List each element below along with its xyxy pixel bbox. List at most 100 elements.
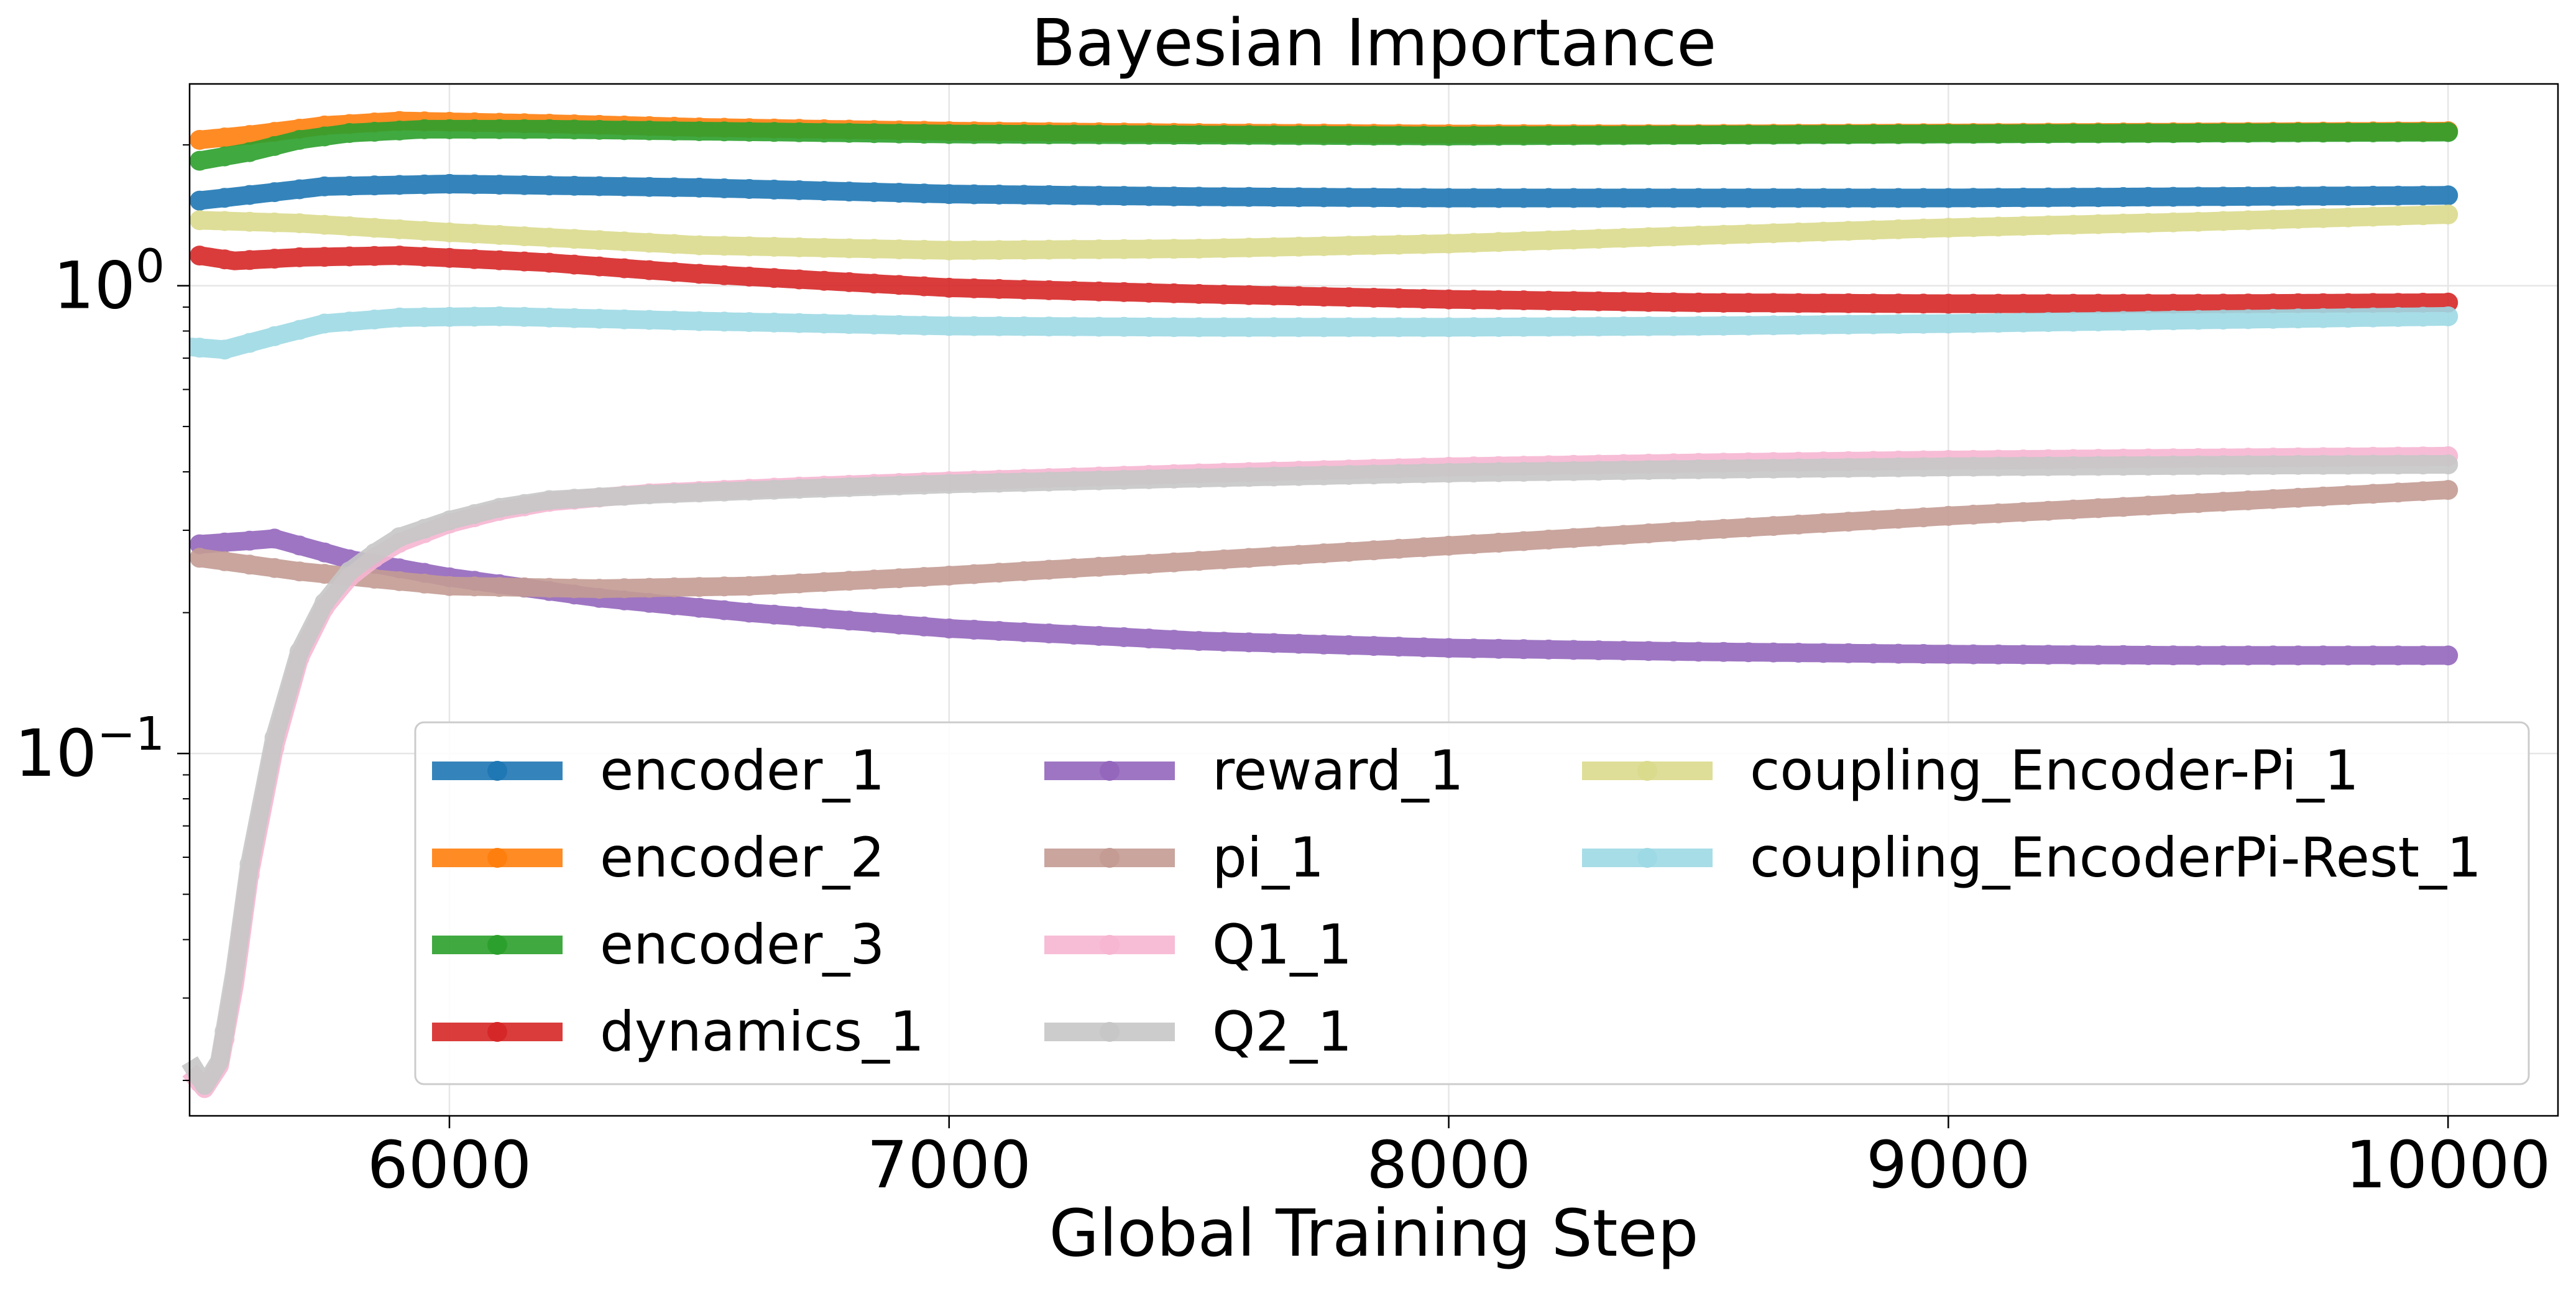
data-point <box>2188 211 2209 232</box>
data-point <box>1913 507 1934 528</box>
data-point <box>1164 468 1184 489</box>
data-point <box>2263 209 2283 230</box>
legend-marker <box>487 848 507 868</box>
data-point <box>1813 513 1834 533</box>
data-point <box>2213 211 2233 231</box>
data-point <box>239 854 260 875</box>
data-point <box>739 267 760 287</box>
data-point <box>464 223 485 244</box>
data-point <box>789 180 809 200</box>
data-point <box>2188 123 2209 143</box>
data-point <box>190 150 210 171</box>
data-point <box>2113 311 2133 331</box>
data-point <box>1313 287 1334 307</box>
data-point <box>1289 286 1309 306</box>
data-point <box>1064 471 1084 491</box>
data-point <box>264 212 285 232</box>
data-point <box>1364 235 1384 255</box>
data-point <box>814 122 834 143</box>
data-point <box>2163 293 2184 314</box>
data-point <box>2038 456 2059 476</box>
data-point <box>439 306 459 327</box>
data-point <box>2213 293 2233 314</box>
data-point <box>1414 537 1434 558</box>
data-point <box>1313 317 1334 338</box>
data-point <box>589 487 610 507</box>
data-point <box>264 727 285 748</box>
data-point <box>1738 315 1759 336</box>
data-point <box>1313 465 1334 485</box>
data-point <box>1639 188 1659 208</box>
data-point <box>1364 540 1384 561</box>
data-point <box>1764 124 1783 145</box>
data-point <box>1239 285 1259 305</box>
data-point <box>1713 316 1734 336</box>
data-point <box>2063 123 2084 144</box>
data-point <box>1189 239 1209 259</box>
legend-marker <box>1100 935 1120 955</box>
data-point <box>1713 188 1734 208</box>
series-layer <box>182 111 2459 1098</box>
data-point <box>239 125 260 145</box>
legend-marker <box>487 1022 507 1042</box>
data-point <box>764 180 784 200</box>
data-point <box>1838 643 1859 663</box>
data-point <box>364 569 385 589</box>
data-point <box>2363 307 2383 328</box>
data-point <box>2338 186 2358 206</box>
data-point <box>315 247 334 267</box>
data-point <box>1813 293 1834 313</box>
data-point <box>664 177 684 198</box>
data-point <box>2038 312 2059 333</box>
data-point <box>1264 317 1284 338</box>
data-point <box>1688 642 1709 662</box>
data-point <box>1688 316 1709 336</box>
data-point <box>190 338 210 358</box>
data-point <box>789 479 809 499</box>
data-point <box>1139 469 1159 489</box>
data-point <box>1064 625 1084 645</box>
data-point <box>315 126 334 147</box>
data-point <box>589 256 610 277</box>
data-point <box>1364 464 1384 485</box>
data-point <box>1663 316 1684 336</box>
data-point <box>764 237 784 257</box>
data-point <box>1639 523 1659 543</box>
data-point <box>1888 643 1908 664</box>
data-point <box>739 312 760 333</box>
data-point <box>664 483 684 504</box>
data-point <box>764 122 784 142</box>
data-point <box>1213 317 1234 338</box>
data-point <box>1764 223 1783 244</box>
data-point <box>214 551 235 571</box>
data-point <box>1438 188 1459 208</box>
data-point <box>989 278 1010 299</box>
data-point <box>1114 239 1134 259</box>
data-point <box>1239 548 1259 568</box>
data-point <box>2213 455 2233 476</box>
data-point <box>1488 290 1509 310</box>
data-point <box>289 130 310 150</box>
data-point <box>315 592 334 613</box>
data-point <box>239 554 260 575</box>
data-point <box>1338 287 1359 308</box>
data-point <box>2188 310 2209 330</box>
data-point <box>2338 293 2358 313</box>
data-point <box>2363 122 2383 142</box>
data-point <box>1289 236 1309 257</box>
data-point <box>1463 534 1484 554</box>
data-point <box>664 595 684 615</box>
data-point <box>439 119 459 139</box>
data-point <box>2313 486 2334 507</box>
data-point <box>914 183 934 204</box>
data-point <box>2238 293 2258 314</box>
data-point <box>2138 456 2158 476</box>
data-point <box>1488 638 1509 659</box>
data-point <box>2088 214 2109 234</box>
data-point <box>1588 640 1609 661</box>
legend-marker <box>1637 761 1657 781</box>
y-tick-label: 100 <box>53 240 165 324</box>
data-point <box>2413 122 2433 142</box>
data-point <box>539 252 559 273</box>
series-reward-1 <box>190 528 2459 666</box>
